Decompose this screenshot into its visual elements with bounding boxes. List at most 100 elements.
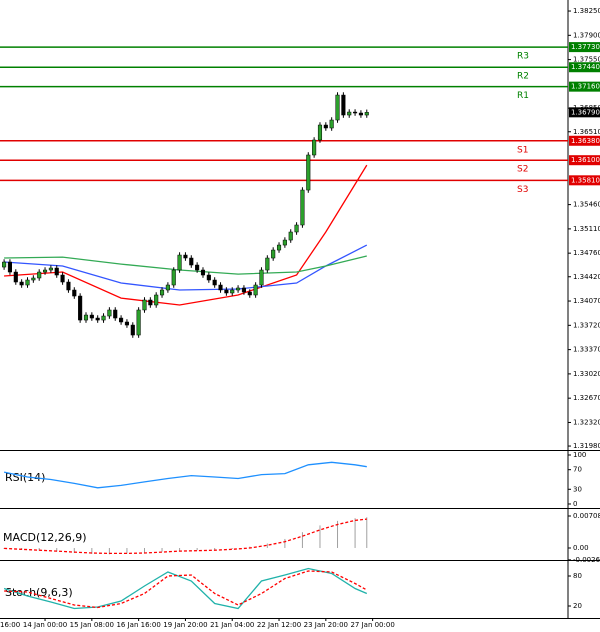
candle-body xyxy=(206,274,211,281)
current-price-label: 1.36790 xyxy=(571,108,600,116)
y-tick-label: 1.37550 xyxy=(573,56,600,64)
x-tick-label: 14 Jan 00:00 xyxy=(23,621,67,629)
candle-body xyxy=(230,289,235,294)
candle-body xyxy=(341,94,346,116)
pivot-name: S1 xyxy=(517,145,528,155)
candle-body xyxy=(241,287,246,293)
y-tick-label: 1.34420 xyxy=(573,273,600,281)
candle-body xyxy=(300,189,305,226)
candle-body xyxy=(253,284,258,296)
candle-body xyxy=(183,254,188,259)
pivot-price-label: 1.36100 xyxy=(571,156,600,164)
y-tick-label: 1.37900 xyxy=(573,31,600,39)
candle-body xyxy=(218,284,223,291)
candle-body xyxy=(13,271,18,283)
pivot-name: S3 xyxy=(517,185,528,195)
candle-body xyxy=(306,154,311,191)
candle-body xyxy=(165,284,170,291)
pivot-price-box xyxy=(569,135,600,146)
pivot-price-label: 1.37730 xyxy=(571,43,600,51)
candle-body xyxy=(236,287,241,291)
panel-title: Stoch(9,6,3) xyxy=(5,586,73,599)
candle-body xyxy=(195,264,200,271)
pivot-price-label: 1.35810 xyxy=(571,176,600,184)
y-tick-label: 0 xyxy=(573,500,577,508)
candle-body xyxy=(347,111,352,116)
y-tick-label: 30 xyxy=(573,485,582,493)
candle-body xyxy=(224,289,229,294)
x-tick-label: 21 Jan 04:00 xyxy=(210,621,254,629)
candle-body xyxy=(25,279,30,286)
candle-body xyxy=(78,295,83,321)
candle-body xyxy=(89,314,94,319)
candle-body xyxy=(142,299,147,311)
candle-body xyxy=(323,124,328,129)
candle-body xyxy=(19,281,24,286)
candle-body xyxy=(130,324,135,336)
pivot-name: R1 xyxy=(517,91,529,101)
y-tick-label: 1.35110 xyxy=(573,225,600,233)
candle-body xyxy=(177,254,182,271)
x-tick-label: 27 Jan 00:00 xyxy=(350,621,394,629)
candle-body xyxy=(107,309,112,317)
y-tick-label: 0.00 xyxy=(573,544,589,552)
candle-body xyxy=(317,124,323,141)
candle-body xyxy=(83,314,89,321)
x-tick-label: 23 Jan 20:00 xyxy=(304,621,348,629)
candle-body xyxy=(101,315,106,321)
candle-body xyxy=(282,239,287,246)
pivot-name: R3 xyxy=(517,52,529,62)
candle-body xyxy=(189,257,194,266)
y-tick-label: 1.32670 xyxy=(573,394,600,402)
candle-body xyxy=(60,274,65,283)
y-tick-label: 1.33370 xyxy=(573,346,600,354)
candle-body xyxy=(119,317,124,323)
candle-body xyxy=(37,271,42,279)
pivot-price-box xyxy=(569,155,600,166)
pivot-name: S2 xyxy=(517,165,528,175)
candle-body xyxy=(95,317,100,321)
candle-body xyxy=(159,289,165,296)
candle-body xyxy=(54,267,59,276)
candle-body xyxy=(364,112,369,116)
pivot-price-label: 1.37440 xyxy=(571,63,600,71)
candle-body xyxy=(171,269,176,286)
candle-body xyxy=(358,112,363,116)
x-tick-label: 16:00 xyxy=(0,621,20,629)
indicator-line xyxy=(3,461,367,489)
pivot-price-box xyxy=(569,42,600,53)
current-price-box xyxy=(569,107,600,118)
pivot-price-label: 1.37160 xyxy=(571,83,600,91)
indicator-line xyxy=(4,164,368,306)
y-tick-label: 1.33720 xyxy=(573,321,600,329)
y-tick-label: 1.38250 xyxy=(573,7,600,15)
candle-body xyxy=(148,299,153,306)
y-tick-label: 1.34070 xyxy=(573,297,600,305)
candle-body xyxy=(265,257,270,271)
candle-body xyxy=(48,267,53,271)
pivot-name: R2 xyxy=(517,72,529,82)
candle-body xyxy=(66,281,71,291)
candle-body xyxy=(271,249,276,259)
candle-body xyxy=(335,94,340,121)
candle-body xyxy=(7,261,12,273)
pivot-price-box xyxy=(569,62,600,73)
y-tick-label: 1.32320 xyxy=(573,418,600,426)
candle-body xyxy=(113,309,118,319)
candle-body xyxy=(294,224,299,233)
candle-body xyxy=(288,231,293,241)
indicator-line xyxy=(3,567,368,610)
y-tick-label: 0.007082 xyxy=(573,512,600,520)
y-tick-label: 70 xyxy=(573,466,582,474)
x-tick-label: 16 Jan 16:00 xyxy=(116,621,160,629)
indicator-line xyxy=(4,570,368,609)
candle-body xyxy=(42,269,48,273)
candle-body xyxy=(2,261,7,268)
candle-body xyxy=(200,269,206,276)
candle-body xyxy=(136,309,141,336)
candle-body xyxy=(212,279,217,286)
pivot-price-label: 1.36380 xyxy=(571,137,600,145)
y-tick-label: 1.34760 xyxy=(573,249,600,257)
